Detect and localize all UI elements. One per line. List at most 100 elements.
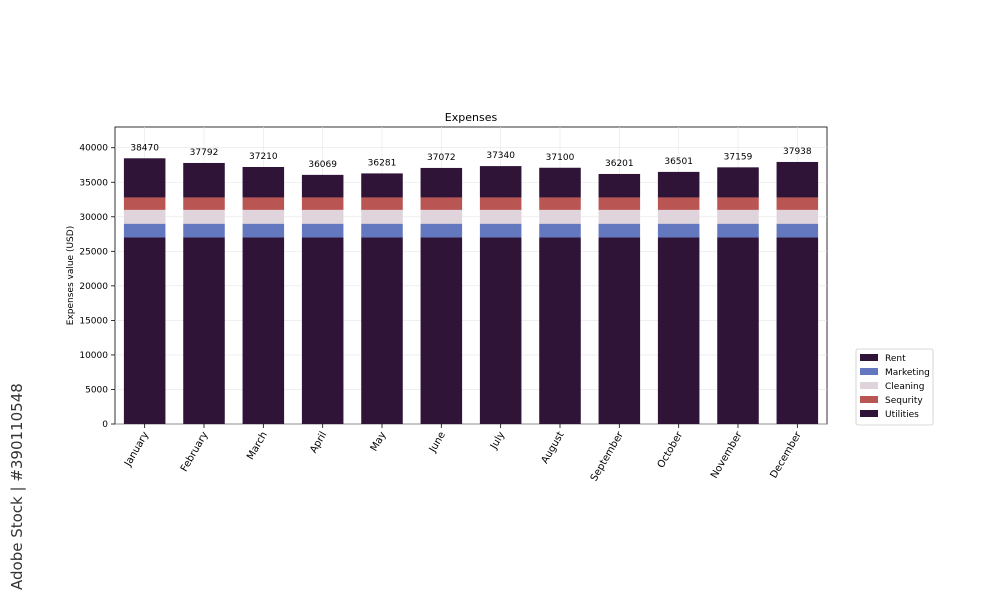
total-label-december: 37938 (783, 147, 812, 157)
bar-marketing-july (479, 223, 522, 238)
total-label-may: 36281 (368, 158, 397, 168)
y-tick-label: 0 (102, 420, 108, 430)
y-tick-label: 30000 (79, 213, 108, 223)
total-label-june: 37072 (427, 153, 456, 163)
bar-cleaning-july (479, 209, 522, 224)
y-tick-label: 25000 (79, 247, 108, 257)
bar-utilities-august (539, 167, 581, 198)
bar-sequrity-february (183, 197, 225, 210)
x-tick-label-july: July (488, 430, 507, 452)
bar-utilities-june (420, 167, 463, 198)
bar-marketing-november (717, 223, 759, 238)
total-label-february: 37792 (190, 148, 219, 158)
bar-utilities-march (242, 166, 285, 198)
bar-sequrity-march (242, 197, 285, 210)
legend-label-marketing: Marketing (885, 368, 930, 378)
bar-sequrity-november (717, 197, 759, 210)
bar-sequrity-may (361, 197, 403, 210)
legend: Rent Marketing Cleaning Sequrity Utilities (855, 348, 934, 426)
x-tick-label-december: December (768, 429, 804, 480)
x-tick-label-august: August (540, 430, 567, 466)
bar-rent-january (123, 237, 166, 424)
legend-swatch-utilities (860, 410, 878, 417)
bar-utilities-january (123, 158, 166, 198)
bar-sequrity-june (420, 197, 463, 210)
bar-cleaning-november (717, 209, 759, 224)
bar-sequrity-april (301, 197, 344, 210)
bar-sequrity-august (539, 197, 581, 210)
x-tick-label-february: February (179, 430, 211, 474)
legend-label-sequrity: Sequrity (885, 396, 923, 406)
bar-rent-october (657, 237, 700, 424)
total-label-march: 37210 (249, 152, 278, 162)
x-axis-ticks: January February March April May June July Augu… (122, 424, 804, 483)
bar-rent-june (420, 237, 463, 424)
bar-rent-april (301, 237, 344, 424)
bar-utilities-november (717, 167, 759, 198)
bar-sequrity-july (479, 197, 522, 210)
bar-cleaning-june (420, 209, 463, 224)
total-label-september: 36201 (605, 159, 634, 169)
bar-cleaning-february (183, 209, 225, 224)
bar-rent-november (717, 237, 759, 424)
bar-marketing-october (657, 223, 700, 238)
bar-marketing-january (123, 223, 166, 238)
bar-rent-may (361, 237, 403, 424)
bar-marketing-april (301, 223, 344, 238)
total-label-august: 37100 (546, 153, 575, 163)
bar-rent-july (479, 237, 522, 424)
bar-sequrity-january (123, 197, 166, 210)
bar-cleaning-march (242, 209, 285, 224)
legend-label-cleaning: Cleaning (885, 382, 924, 392)
y-tick-label: 10000 (79, 351, 108, 361)
bar-cleaning-may (361, 209, 403, 224)
bar-rent-december (776, 237, 819, 424)
bar-marketing-march (242, 223, 285, 238)
bar-marketing-february (183, 223, 225, 238)
x-tick-label-may: May (369, 430, 389, 453)
bar-utilities-february (183, 162, 225, 198)
bar-cleaning-april (301, 209, 344, 224)
x-tick-label-october: October (656, 429, 686, 470)
bar-marketing-september (598, 223, 641, 238)
y-tick-label: 15000 (79, 316, 108, 326)
legend-swatch-cleaning (860, 382, 878, 389)
bar-rent-august (539, 237, 581, 424)
bar-utilities-september (598, 173, 641, 198)
bar-marketing-june (420, 223, 463, 238)
legend-label-utilities: Utilities (885, 410, 919, 420)
bar-rent-march (242, 237, 285, 424)
total-label-november: 37159 (724, 152, 753, 162)
side-watermark-text: Adobe Stock | #390110548 (8, 383, 26, 590)
legend-label-rent: Rent (885, 354, 906, 364)
bar-cleaning-october (657, 209, 700, 224)
total-label-april: 36069 (308, 160, 337, 170)
bar-cleaning-december (776, 209, 819, 224)
y-axis-label: Expenses value (USD) (66, 226, 76, 325)
legend-swatch-rent (860, 354, 878, 361)
legend-swatch-marketing (860, 368, 878, 375)
bar-marketing-may (361, 223, 403, 238)
x-tick-label-november: November (709, 429, 745, 480)
bar-utilities-october (657, 171, 700, 198)
bar-utilities-july (479, 166, 522, 198)
bar-rent-february (183, 237, 225, 424)
bar-utilities-may (361, 173, 403, 198)
x-tick-label-march: March (245, 430, 270, 462)
chart-title: Expenses (445, 111, 498, 124)
bar-utilities-december (776, 161, 819, 198)
bar-marketing-august (539, 223, 581, 238)
total-label-july: 37340 (486, 151, 515, 161)
x-tick-label-september: September (589, 429, 627, 483)
total-label-january: 38470 (130, 143, 159, 153)
bar-cleaning-january (123, 209, 166, 224)
bars-group (123, 158, 819, 424)
bar-rent-september (598, 237, 641, 424)
total-label-october: 36501 (664, 157, 693, 167)
bar-cleaning-august (539, 209, 581, 224)
x-tick-label-june: June (427, 430, 448, 455)
bar-marketing-december (776, 223, 819, 238)
y-tick-label: 20000 (79, 282, 108, 292)
x-tick-label-april: April (308, 430, 329, 455)
